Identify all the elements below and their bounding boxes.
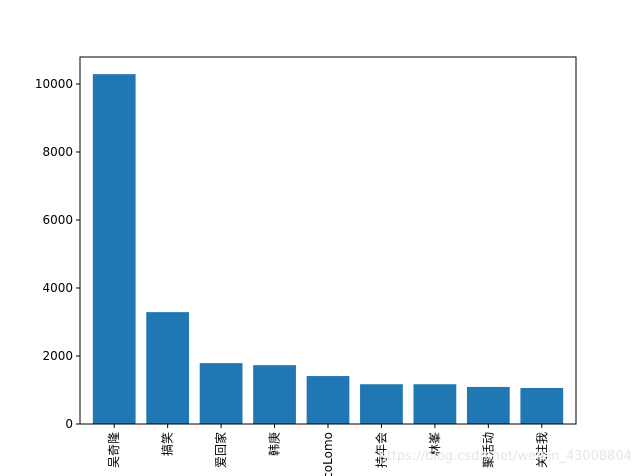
bar [92,74,136,425]
y-tick-label: 6000 [42,213,73,227]
y-tick-label: 10000 [35,77,73,91]
x-tick-label: coLomo [321,432,335,476]
y-tick-label: 2000 [42,349,73,363]
y-tick-label: 4000 [42,281,73,295]
bar [466,386,510,424]
bar [413,384,457,424]
y-tick-label: 0 [65,417,73,431]
bar [306,376,350,424]
bar [253,365,296,424]
x-tick-label: 林峯 [428,432,442,456]
bar [360,384,403,424]
y-tick-label: 8000 [42,145,73,159]
x-tick-label: 搞笑 [160,432,175,456]
x-tick-label: 持年会 [373,432,388,468]
bar [520,387,564,424]
x-tick-label: 韩庚 [267,432,282,456]
watermark: https://blog.csdn.net/weixin_43008804 [378,449,632,464]
x-tick-label: 关注我 [534,432,549,468]
x-tick-label: 爱回家 [213,432,228,468]
bar [146,312,190,424]
x-tick-label: 吴奇隆 [106,432,121,468]
axes-frame [79,56,577,425]
bar [199,363,243,424]
x-tick-label: 聚活动 [481,432,495,468]
